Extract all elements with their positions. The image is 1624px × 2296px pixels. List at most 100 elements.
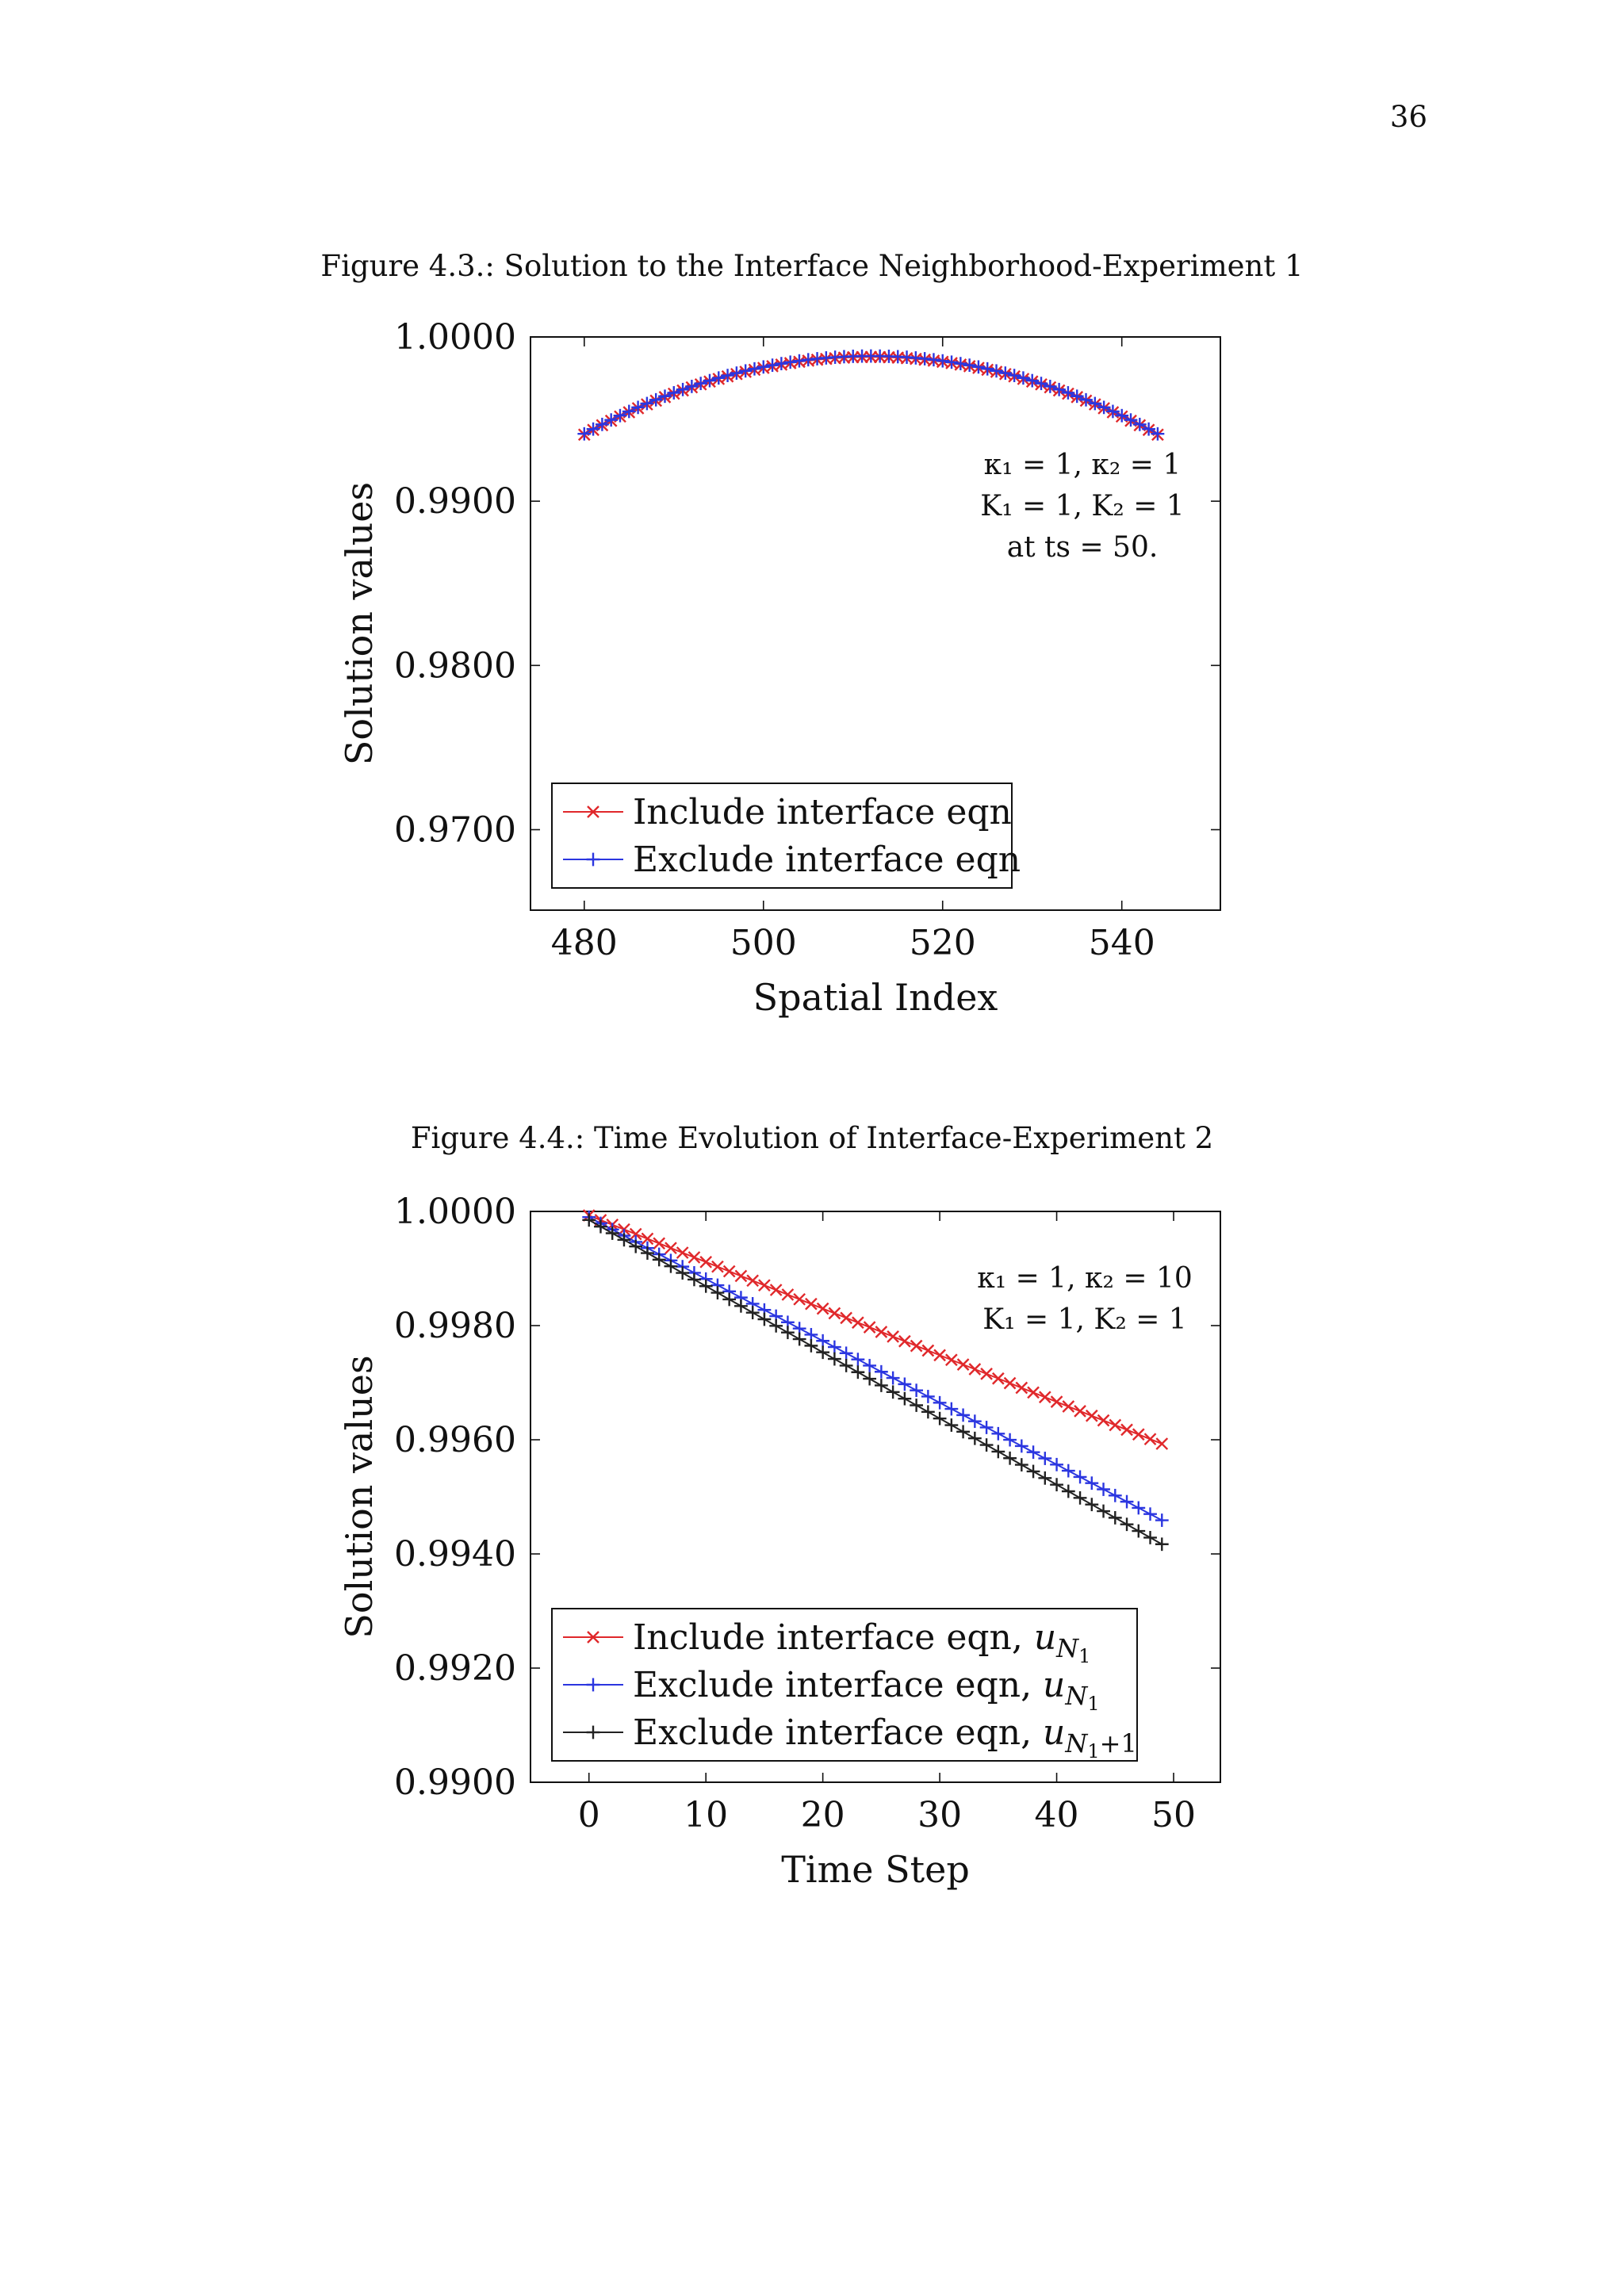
- legend-subscript-extra: +1: [1100, 1728, 1137, 1758]
- data-point-marker: [887, 1330, 899, 1343]
- data-point-marker: [863, 1321, 876, 1334]
- y-tick-label: 0.9900: [394, 1762, 516, 1803]
- chart-figure-4-3: 480 500 520 540 0.9700 0.9800 0.9900 1.0000 Spat…: [338, 317, 1221, 1019]
- y-tick-label: 0.9960: [394, 1420, 516, 1460]
- x-tick-label: 40: [1035, 1795, 1079, 1835]
- data-point-marker: [921, 1344, 935, 1357]
- data-point-marker: [1143, 1433, 1157, 1446]
- data-point-marker: [828, 1307, 841, 1320]
- data-point-marker: [746, 1274, 760, 1288]
- data-point-marker: [781, 1288, 795, 1301]
- y-tick-label: 1.0000: [394, 1192, 516, 1232]
- x-axis-label: Spatial Index: [753, 976, 998, 1019]
- legend-subsubscript: 1: [1078, 1645, 1090, 1667]
- legend-entry: Include interface eqn: [563, 792, 1012, 832]
- legend-subsubscript: 1: [1087, 1693, 1099, 1715]
- data-point-marker: [1109, 1418, 1122, 1432]
- legend-box: [551, 1608, 1138, 1762]
- x-tick-label: 30: [917, 1795, 962, 1835]
- legend-math: u: [1043, 1712, 1065, 1753]
- parameter-annotation: K₁ = 1, K₂ = 1: [982, 1303, 1186, 1336]
- data-point-marker: [711, 1260, 724, 1273]
- x-tick-label: 10: [684, 1795, 728, 1835]
- x-tick-label: 20: [801, 1795, 845, 1835]
- y-tick-label: 0.9940: [394, 1534, 516, 1575]
- legend-box: [551, 783, 1013, 889]
- parameter-annotation: κ₁ = 1, κ₂ = 10: [977, 1262, 1193, 1295]
- y-tick-label: 0.9900: [394, 481, 516, 522]
- y-tick-label: 0.9700: [394, 809, 516, 850]
- page-number: 36: [1389, 100, 1427, 134]
- legend-label: Exclude interface eqn: [633, 840, 1021, 880]
- data-point-marker: [688, 1251, 701, 1264]
- data-point-marker: [1027, 1386, 1040, 1399]
- legend-subscript: N: [1064, 1681, 1088, 1711]
- data-point-marker: [1132, 1428, 1145, 1441]
- series-3: [582, 1213, 1169, 1552]
- data-point-marker: [944, 1353, 958, 1367]
- data-point-marker: [840, 1311, 852, 1325]
- x-tick-label: 50: [1151, 1795, 1196, 1835]
- data-point-marker: [676, 1246, 689, 1259]
- data-point-marker: [898, 1334, 911, 1348]
- data-point-marker: [1074, 1405, 1086, 1418]
- x-tick-label: 0: [578, 1795, 600, 1835]
- data-point-marker: [910, 1339, 923, 1353]
- series-2: [582, 1210, 1169, 1527]
- legend-math: u: [1034, 1617, 1056, 1658]
- data-point-marker: [968, 1363, 982, 1376]
- x-tick-label: 500: [730, 923, 797, 963]
- data-point-marker: [734, 1269, 748, 1283]
- data-point-marker: [587, 1631, 599, 1644]
- legend-math: u: [1043, 1665, 1065, 1705]
- data-point-marker: [1120, 1423, 1133, 1437]
- data-point-marker: [1015, 1381, 1028, 1395]
- data-point-marker: [722, 1265, 736, 1278]
- data-point-marker: [991, 1372, 1005, 1385]
- x-axis-label: Time Step: [781, 1848, 970, 1891]
- data-point-marker: [1062, 1400, 1075, 1413]
- data-point-marker: [816, 1302, 829, 1315]
- data-point-marker: [805, 1297, 818, 1311]
- y-axis-label: Solution values: [338, 482, 381, 765]
- data-point-marker: [980, 1368, 993, 1380]
- data-point-marker: [1050, 1395, 1063, 1408]
- data-point-marker: [933, 1349, 946, 1362]
- x-tick-label: 540: [1089, 923, 1155, 963]
- legend-subscript: N: [1064, 1728, 1088, 1758]
- data-point-marker: [758, 1279, 771, 1292]
- data-point-marker: [653, 1237, 666, 1250]
- series-line: [588, 1216, 1162, 1521]
- chart-figure-4-4: 0 10 20 30 40 50 0.9900 0.9920 0.9940 0.9960 0.998…: [338, 1192, 1221, 1891]
- y-tick-label: 0.9980: [394, 1306, 516, 1346]
- data-point-marker: [793, 1292, 806, 1306]
- parameter-annotation: κ₁ = 1, κ₂ = 1: [984, 449, 1182, 481]
- data-point-marker: [1085, 1409, 1098, 1422]
- data-point-marker: [587, 806, 599, 818]
- y-tick-label: 0.9920: [394, 1648, 516, 1689]
- data-point-marker: [1003, 1376, 1017, 1390]
- parameter-annotation: at ts = 50.: [1007, 531, 1159, 564]
- y-axis-label: Solution values: [338, 1355, 381, 1638]
- legend-label: Include interface eqn: [633, 792, 1012, 832]
- legend-subscript: N: [1055, 1633, 1079, 1663]
- data-point-marker: [852, 1316, 864, 1330]
- series-line: [588, 1219, 1162, 1545]
- legend-entry: Exclude interface eqn: [563, 840, 1021, 880]
- y-tick-label: 1.0000: [394, 317, 516, 358]
- y-tick-label: 0.9800: [394, 645, 516, 686]
- data-point-marker: [769, 1284, 783, 1296]
- plot-frame: [530, 336, 1221, 911]
- data-point-marker: [1038, 1391, 1051, 1404]
- series-2: [577, 349, 1165, 441]
- series-line: [584, 355, 1159, 435]
- data-point-marker: [956, 1358, 970, 1371]
- data-point-marker: [665, 1242, 677, 1255]
- data-point-marker: [1155, 1437, 1169, 1450]
- data-point-marker: [699, 1255, 713, 1269]
- plot-frame: [530, 1211, 1221, 1783]
- figure-caption: Figure 4.3.: Solution to the Interface N…: [320, 249, 1304, 283]
- data-point-marker: [1097, 1414, 1110, 1427]
- figure-caption: Figure 4.4.: Time Evolution of Interface…: [410, 1121, 1214, 1155]
